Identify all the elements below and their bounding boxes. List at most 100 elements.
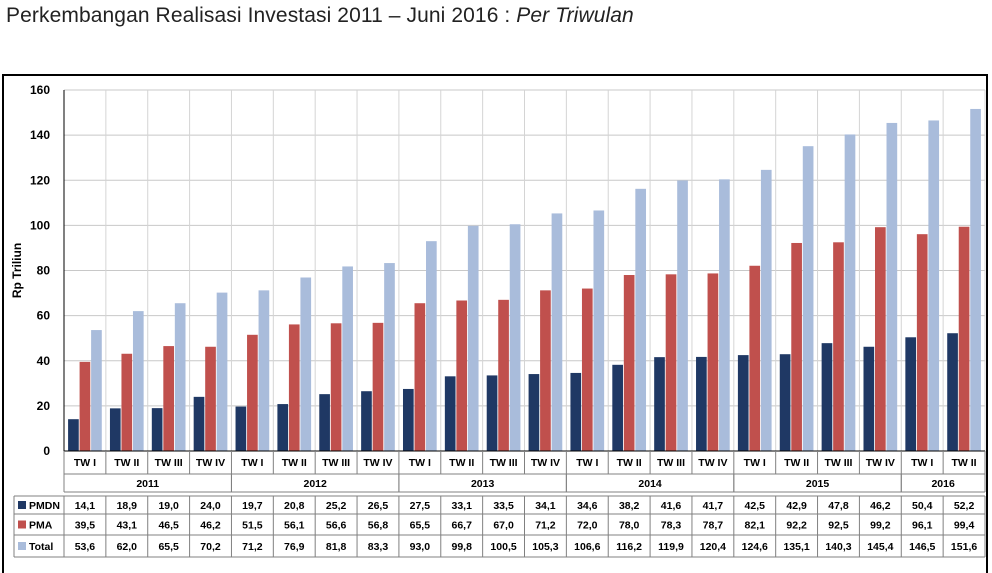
bar-pma-10 [456,300,468,451]
bar-pma-15 [665,274,677,451]
data-label-pmdn: 19,0 [158,500,179,512]
data-label-total: 140,3 [825,541,851,553]
year-group-label: 2016 [931,478,955,490]
data-label-pma: 56,1 [284,520,305,532]
data-label-pma: 46,2 [200,520,221,532]
y-tick-label: 40 [37,354,51,368]
bar-total-14 [635,188,647,452]
bar-total-11 [509,224,521,451]
bar-total-20 [886,122,898,451]
data-label-pma: 56,8 [368,520,389,532]
bar-pmdn-22 [947,333,958,451]
x-tick-label: TW I [744,457,766,469]
x-tick-label: TW I [241,457,263,469]
bar-total-2 [132,311,144,451]
y-tick-label: 80 [37,264,51,278]
data-label-total: 105,3 [532,541,558,553]
year-group-label: 2011 [136,478,159,490]
bar-total-4 [216,292,228,451]
data-label-total: 99,8 [451,541,472,553]
bar-total-17 [760,169,772,451]
bar-pmdn-18 [779,354,791,451]
bar-total-16 [719,179,730,451]
bar-pmdn-10 [444,376,456,451]
data-label-total: 135,1 [783,541,809,553]
data-label-total: 145,4 [867,541,893,553]
data-label-pmdn: 34,1 [535,500,556,512]
data-label-pma: 39,5 [75,520,96,532]
data-label-pma: 66,7 [451,520,472,532]
x-tick-label: TW IV [866,457,895,469]
data-label-pmdn: 42,9 [786,500,807,512]
x-tick-label: TW IV [698,457,727,469]
bar-total-22 [970,108,981,451]
data-label-pmdn: 14,1 [75,500,96,512]
y-tick-label: 60 [37,309,51,323]
y-axis-label: Rp Triliun [10,243,24,298]
bar-pma-13 [581,288,593,451]
legend-label-pma: PMA [29,520,53,532]
bar-total-21 [928,120,940,451]
data-label-total: 151,6 [951,541,977,553]
data-label-pmdn: 27,5 [410,500,431,512]
x-tick-label: TW II [114,457,139,469]
data-label-pmdn: 25,2 [326,500,347,512]
bar-total-10 [467,225,479,451]
bar-pmdn-3 [151,408,163,451]
y-tick-label: 0 [43,444,50,458]
chart-frame [2,74,988,573]
bar-pmdn-7 [319,394,330,451]
data-label-pmdn: 42,5 [745,500,766,512]
bar-total-18 [802,146,814,452]
x-tick-label: TW IV [363,457,392,469]
data-label-total: 106,6 [574,541,600,553]
year-group-label: 2013 [471,478,495,490]
bar-total-8 [384,263,395,451]
data-label-pmdn: 34,6 [577,500,598,512]
legend-label-pmdn: PMDN [29,500,60,512]
data-label-pma: 43,1 [117,520,138,532]
data-label-pma: 96,1 [912,520,933,532]
bar-pma-8 [372,322,384,451]
data-label-total: 83,3 [368,541,389,553]
y-tick-label: 100 [30,218,50,232]
bar-pma-6 [288,324,300,451]
bar-pmdn-1 [68,419,79,451]
data-label-pma: 56,6 [326,520,347,532]
data-label-total: 93,0 [410,541,431,553]
data-label-total: 120,4 [700,541,726,553]
x-tick-label: TW II [617,457,642,469]
data-label-pmdn: 33,1 [451,500,472,512]
bar-pmdn-11 [486,375,498,451]
data-label-pma: 67,0 [493,520,514,532]
bar-total-6 [300,277,312,451]
legend-key-pma [18,520,26,529]
bar-total-5 [258,290,270,451]
bar-pma-1 [79,361,91,451]
x-tick-label: TW III [322,457,350,469]
x-tick-label: TW III [490,457,518,469]
x-tick-label: TW I [576,457,598,469]
y-tick-label: 140 [30,128,50,142]
data-label-total: 65,5 [158,541,179,553]
bar-total-15 [677,180,688,451]
x-tick-label: TW III [657,457,685,469]
x-tick-label: TW II [784,457,809,469]
data-label-total: 76,9 [284,541,305,553]
data-label-pma: 65,5 [410,520,431,532]
data-label-pmdn: 38,2 [619,500,640,512]
bar-pmdn-21 [905,337,917,451]
data-label-pma: 72,0 [577,520,598,532]
bar-pma-5 [247,334,258,451]
data-label-pmdn: 47,8 [828,500,849,512]
y-tick-label: 160 [30,83,50,97]
year-group-label: 2012 [304,478,328,490]
bar-total-13 [593,210,605,451]
data-label-pma: 92,2 [786,520,807,532]
bar-pmdn-16 [696,356,707,451]
data-label-pma: 99,2 [870,520,891,532]
bar-pma-22 [958,226,970,451]
bar-pmdn-2 [109,408,121,451]
bar-pmdn-6 [277,404,289,451]
bar-pma-4 [205,346,216,451]
